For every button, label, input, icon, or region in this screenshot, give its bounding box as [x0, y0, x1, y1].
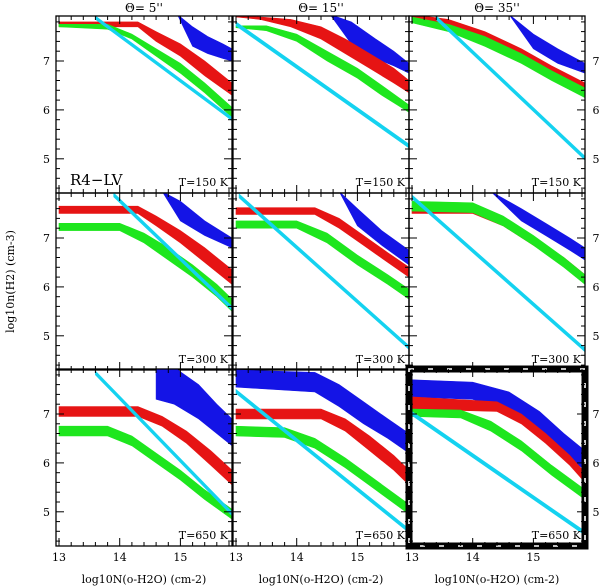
blue-band: [235, 369, 409, 454]
blue-band: [177, 16, 232, 62]
green-band: [235, 220, 409, 300]
temperature-label: T=300 K: [532, 353, 582, 366]
red-band: [235, 408, 409, 486]
y-tick-label: 6: [593, 281, 600, 294]
green-band: [235, 25, 409, 113]
cyan-band: [235, 388, 409, 534]
cyan-band: [238, 193, 409, 350]
blue-band: [162, 193, 232, 249]
panel-r1-c1: [235, 193, 409, 350]
panel-r1-c0: [58, 193, 232, 312]
red-band: [58, 205, 232, 285]
tick-marks: [233, 193, 409, 370]
x-tick-label: 13: [52, 551, 66, 564]
y-tick-label: 7: [43, 232, 50, 245]
x-tick-label: 15: [350, 551, 364, 564]
blue-band: [155, 369, 232, 447]
green-band: [58, 425, 232, 520]
cyan-band: [113, 193, 232, 311]
red-band: [58, 21, 232, 96]
column-title: Θ= 15'': [298, 1, 344, 15]
panel-r2-c1: [235, 369, 409, 534]
blue-band: [509, 16, 585, 74]
panel-frame: [232, 192, 410, 371]
x-axis-label: log10N(o-H2O) (cm-2): [435, 573, 560, 586]
x-tick-label: 14: [466, 551, 480, 564]
x-tick-label: 13: [229, 551, 243, 564]
y-tick-label: 7: [43, 55, 50, 68]
panel-r1-c2: [411, 193, 585, 353]
x-tick-label: 15: [526, 551, 540, 564]
tick-marks: [233, 16, 409, 193]
cyan-band: [435, 16, 585, 161]
red-band: [235, 16, 409, 94]
temperature-label: T=300 K: [179, 353, 229, 366]
panel-annotation: R4−LV: [70, 171, 124, 189]
y-tick-label: 5: [43, 153, 50, 166]
x-axis-label: log10N(o-H2O) (cm-2): [259, 573, 384, 586]
x-tick-label: 14: [113, 551, 127, 564]
temperature-label: T=150 K: [532, 176, 582, 189]
y-tick-label: 5: [43, 330, 50, 343]
blue-band: [411, 379, 585, 471]
y-tick-label: 6: [593, 104, 600, 117]
tick-marks: [56, 369, 232, 546]
y-tick-label: 5: [593, 330, 600, 343]
red-band: [411, 396, 585, 483]
panel-r0-c1: [235, 16, 409, 149]
y-axis-label: log10n(H2) (cm-3): [4, 230, 17, 333]
cyan-band: [95, 370, 232, 517]
green-band: [58, 223, 232, 312]
column-title: Θ= 5'': [125, 1, 163, 15]
temperature-label: T=650 K: [179, 529, 229, 542]
temperature-label: T=650 K: [356, 529, 406, 542]
y-tick-label: 6: [43, 281, 50, 294]
tick-marks: [409, 369, 585, 546]
temperature-label: T=300 K: [356, 353, 406, 366]
y-tick-label: 6: [43, 104, 50, 117]
panel-r0-c0: [58, 16, 232, 121]
panel-r2-c0: [58, 369, 232, 520]
x-tick-label: 13: [405, 551, 419, 564]
temperature-label: T=650 K: [532, 529, 582, 542]
tick-marks: [409, 16, 585, 193]
y-tick-label: 7: [43, 408, 50, 421]
temperature-label: T=150 K: [179, 176, 229, 189]
tick-marks: [56, 16, 232, 193]
green-band: [235, 425, 409, 515]
temperature-label: T=150 K: [356, 176, 406, 189]
y-tick-label: 7: [593, 232, 600, 245]
panel-r0-c2: [411, 16, 585, 161]
green-band: [411, 408, 585, 500]
y-tick-label: 6: [43, 457, 50, 470]
x-tick-label: 14: [290, 551, 304, 564]
blue-band: [339, 193, 409, 266]
green-band: [411, 200, 585, 285]
tick-marks: [56, 193, 232, 370]
y-tick-label: 6: [593, 457, 600, 470]
y-tick-label: 5: [593, 153, 600, 166]
cyan-band: [235, 21, 409, 149]
y-tick-label: 7: [593, 408, 600, 421]
x-axis-label: log10N(o-H2O) (cm-2): [82, 573, 207, 586]
y-tick-label: 5: [593, 506, 600, 519]
panel-r2-c2: [411, 379, 585, 536]
red-band: [235, 207, 409, 278]
column-title: Θ= 35'': [474, 1, 520, 15]
y-tick-label: 7: [593, 55, 600, 68]
blue-band: [492, 193, 585, 261]
x-tick-label: 15: [173, 551, 187, 564]
y-tick-label: 5: [43, 506, 50, 519]
